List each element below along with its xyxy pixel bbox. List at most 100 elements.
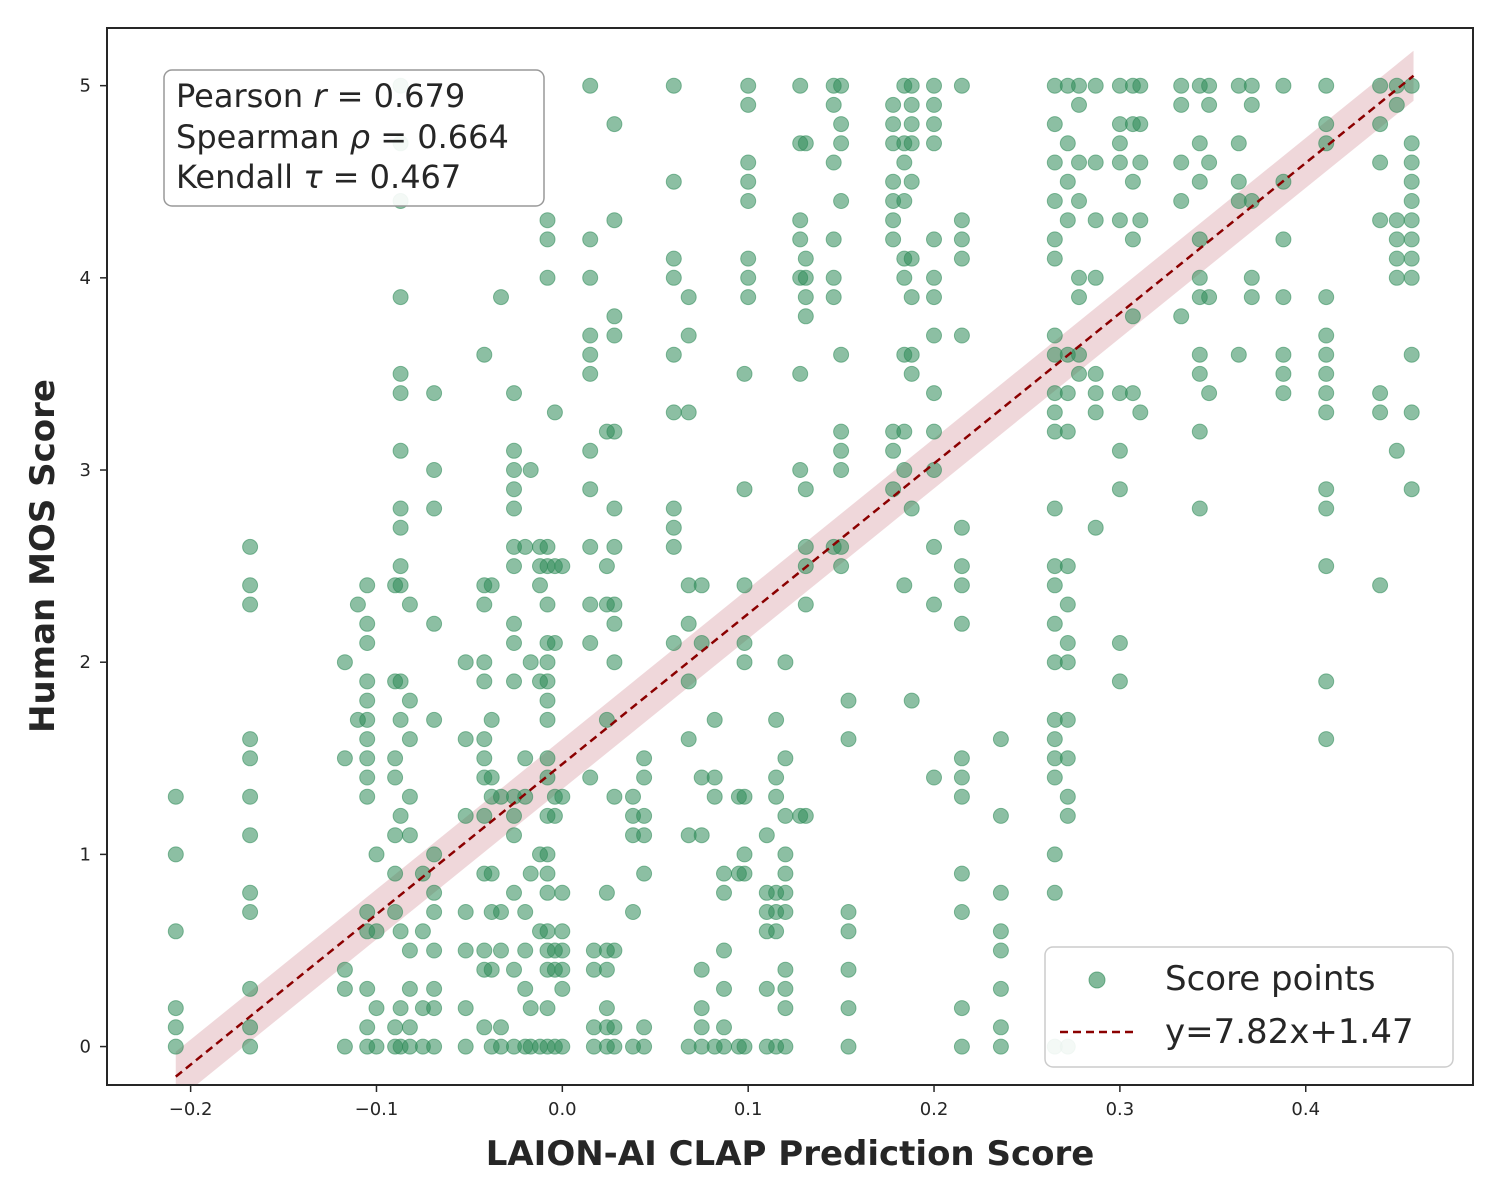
- data-point: [554, 961, 571, 978]
- data-point: [797, 596, 814, 613]
- data-point: [1230, 346, 1247, 363]
- data-point: [582, 442, 599, 459]
- data-point: [476, 731, 493, 748]
- data-point: [392, 442, 409, 459]
- data-point: [1191, 365, 1208, 382]
- fit-line-layer: [174, 74, 1415, 1078]
- data-point: [926, 462, 942, 478]
- data-point: [582, 346, 599, 363]
- stat-pearson: Pearson r = 0.679: [176, 77, 465, 115]
- data-point: [797, 481, 814, 498]
- data-point: [833, 462, 850, 478]
- data-point: [1087, 77, 1104, 94]
- data-point: [953, 904, 970, 920]
- data-point: [1124, 385, 1141, 402]
- data-point: [387, 769, 404, 786]
- data-point: [1046, 731, 1063, 748]
- data-point: [401, 942, 418, 959]
- data-point: [840, 904, 857, 920]
- data-point: [903, 173, 920, 190]
- data-point: [606, 1038, 623, 1055]
- data-point: [457, 904, 474, 920]
- data-point: [1059, 558, 1076, 575]
- y-axis-ticks: 0 1 2 3 4 5: [80, 76, 107, 1058]
- data-point: [606, 596, 623, 613]
- legend-marker-points: [1088, 971, 1106, 989]
- data-point: [992, 980, 1009, 997]
- data-point: [359, 635, 376, 651]
- data-point: [953, 788, 970, 805]
- data-point: [1318, 731, 1335, 748]
- data-point: [1191, 423, 1208, 440]
- data-point: [926, 423, 942, 440]
- data-point: [903, 346, 920, 363]
- data-point: [740, 289, 757, 306]
- data-point: [392, 289, 409, 306]
- data-point: [598, 884, 615, 901]
- data-point: [903, 116, 920, 133]
- data-point: [758, 980, 775, 997]
- data-point: [1372, 577, 1389, 594]
- data-point: [953, 865, 970, 882]
- data-point: [840, 731, 857, 748]
- data-point: [840, 1038, 857, 1055]
- data-point: [740, 269, 757, 286]
- data-point: [426, 884, 443, 901]
- data-point: [1243, 77, 1260, 94]
- data-point: [797, 135, 814, 152]
- data-point: [457, 654, 474, 671]
- legend-label-fit: y=7.82x+1.47: [1165, 1012, 1414, 1052]
- y-tick-label: 3: [80, 460, 91, 481]
- data-point: [926, 289, 942, 306]
- data-point: [546, 635, 563, 651]
- data-point: [242, 884, 259, 901]
- data-point: [457, 731, 474, 748]
- data-point: [414, 923, 431, 940]
- data-point: [1111, 481, 1128, 498]
- data-point: [992, 1019, 1009, 1036]
- data-point: [840, 692, 857, 709]
- data-point: [926, 96, 942, 113]
- data-point: [336, 980, 353, 997]
- data-point: [401, 692, 418, 709]
- data-point: [1046, 154, 1063, 171]
- data-point: [401, 596, 418, 613]
- data-point: [903, 250, 920, 267]
- data-point: [885, 96, 902, 113]
- data-point: [476, 942, 493, 959]
- data-point: [1191, 231, 1208, 248]
- data-point: [483, 769, 500, 786]
- data-point: [392, 500, 409, 517]
- data-point: [426, 462, 443, 478]
- data-point: [1403, 481, 1420, 498]
- data-point: [797, 308, 814, 325]
- data-point: [680, 327, 697, 344]
- data-point: [625, 904, 641, 920]
- data-point: [506, 385, 522, 402]
- data-point: [242, 538, 259, 555]
- data-point: [554, 942, 571, 959]
- data-point: [426, 711, 443, 728]
- data-point: [1173, 154, 1190, 171]
- y-tick-label: 1: [80, 844, 91, 865]
- data-point: [1372, 385, 1389, 402]
- data-point: [636, 807, 653, 824]
- data-point: [606, 615, 623, 632]
- data-point: [1087, 269, 1104, 286]
- x-tick-label: 0.2: [920, 1099, 949, 1120]
- data-point: [401, 827, 418, 844]
- data-point: [768, 788, 785, 805]
- data-point: [606, 1019, 623, 1036]
- data-point: [582, 365, 599, 382]
- data-point: [740, 154, 757, 171]
- data-point: [953, 519, 970, 536]
- data-point: [953, 1038, 970, 1055]
- data-point: [1403, 231, 1420, 248]
- data-point: [1318, 404, 1335, 421]
- data-point: [992, 731, 1009, 748]
- data-point: [167, 788, 184, 805]
- data-point: [1201, 77, 1218, 94]
- data-point: [740, 96, 757, 113]
- data-point: [401, 788, 418, 805]
- data-point: [539, 538, 556, 555]
